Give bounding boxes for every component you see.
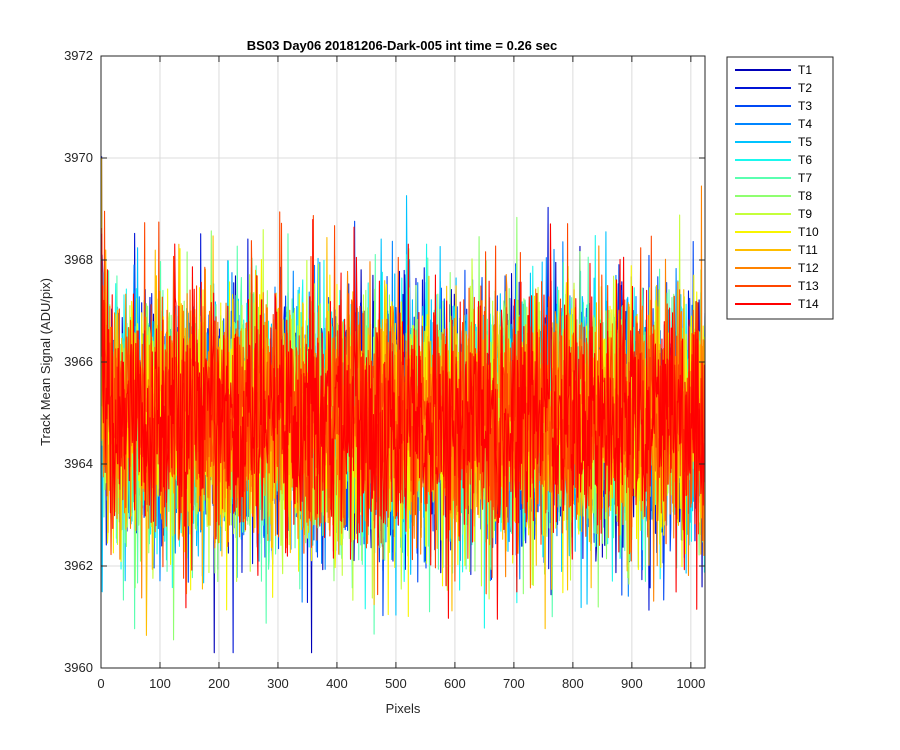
legend-label: T4 [798,117,812,131]
x-tick-label: 500 [385,676,407,691]
y-tick-label: 3966 [64,354,93,369]
x-tick-label: 0 [97,676,104,691]
y-tick-label: 3964 [64,456,93,471]
x-tick-label: 100 [149,676,171,691]
legend-label: T8 [798,189,812,203]
x-tick-label: 600 [444,676,466,691]
legend-label: T2 [798,81,812,95]
x-tick-label: 1000 [676,676,705,691]
series-line-t14 [101,218,705,620]
y-tick-label: 3960 [64,660,93,675]
legend-label: T11 [798,243,818,257]
axis-ticks: 0 100 200 300 400 500 600 700 800 900 1000 3960 3962… [64,48,705,691]
x-axis-label: Pixels [386,701,421,716]
y-tick-label: 3968 [64,252,93,267]
x-tick-label: 700 [503,676,525,691]
legend-label: T12 [798,261,819,275]
x-tick-label: 800 [562,676,584,691]
y-tick-label: 3970 [64,150,93,165]
legend-label: T6 [798,153,812,167]
x-tick-label: 900 [621,676,643,691]
legend-label: T10 [798,225,819,239]
series-group [101,156,705,654]
legend: T1 T2 T3 T4 T5 T6 T7 T8 T9 T10 T11 T12 T13 T14 [726,56,834,320]
y-tick-label: 3962 [64,558,93,573]
x-tick-label: 400 [326,676,348,691]
x-tick-label: 200 [208,676,230,691]
y-tick-label: 3972 [64,48,93,63]
y-axis-label: Track Mean Signal (ADU/pix) [38,278,53,446]
legend-label: T9 [798,207,812,221]
legend-label: T7 [798,171,812,185]
x-tick-label: 300 [267,676,289,691]
legend-label: T5 [798,135,812,149]
chart-title: BS03 Day06 20181206-Dark-005 int time = … [247,38,557,53]
legend-box [726,56,834,320]
legend-label: T13 [798,279,819,293]
legend-label: T3 [798,99,812,113]
legend-label: T1 [798,63,812,77]
legend-label: T14 [798,297,819,311]
